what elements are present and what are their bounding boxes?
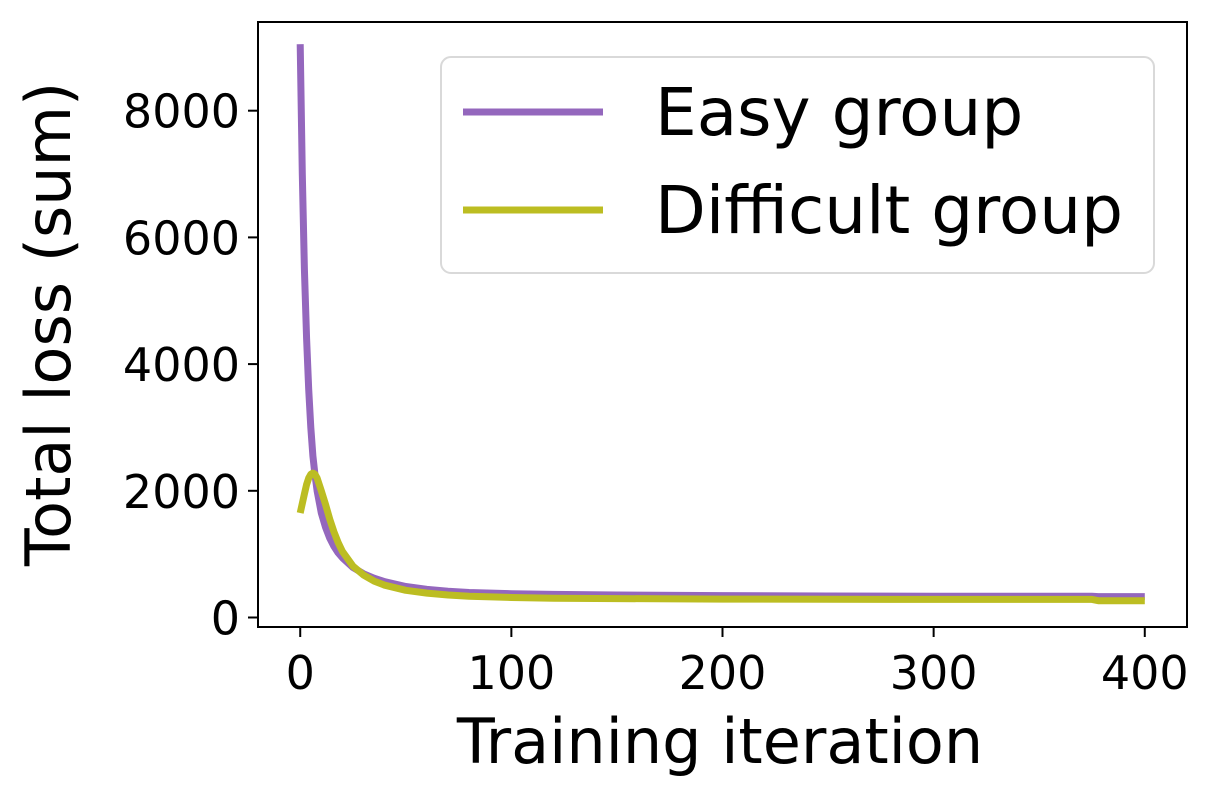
x-axis: 0 100 200 300 400 — [286, 627, 1189, 700]
y-axis: 0 2000 4000 6000 8000 — [123, 85, 258, 645]
legend-box — [440, 56, 1155, 274]
x-tick-label: 400 — [1101, 646, 1189, 700]
series-layer — [296, 44, 1145, 605]
x-tick-label: 300 — [890, 646, 978, 700]
y-axis-label: Total loss (sum) — [12, 82, 85, 567]
y-tick-label: 0 — [211, 591, 240, 645]
y-tick-label: 6000 — [123, 211, 240, 265]
y-tick-label: 8000 — [123, 85, 240, 139]
legend: Easy group Difficult group — [440, 56, 1155, 274]
series-line-difficult-group — [296, 469, 1145, 605]
x-tick-label: 0 — [286, 646, 315, 700]
y-tick-label: 2000 — [123, 465, 240, 519]
x-axis-label: Training iteration — [456, 705, 983, 778]
legend-label-easy-group: Easy group — [655, 74, 1023, 151]
x-tick-label: 200 — [679, 646, 767, 700]
legend-label-difficult-group: Difficult group — [655, 172, 1123, 249]
y-tick-label: 4000 — [123, 338, 240, 392]
x-tick-label: 100 — [467, 646, 555, 700]
